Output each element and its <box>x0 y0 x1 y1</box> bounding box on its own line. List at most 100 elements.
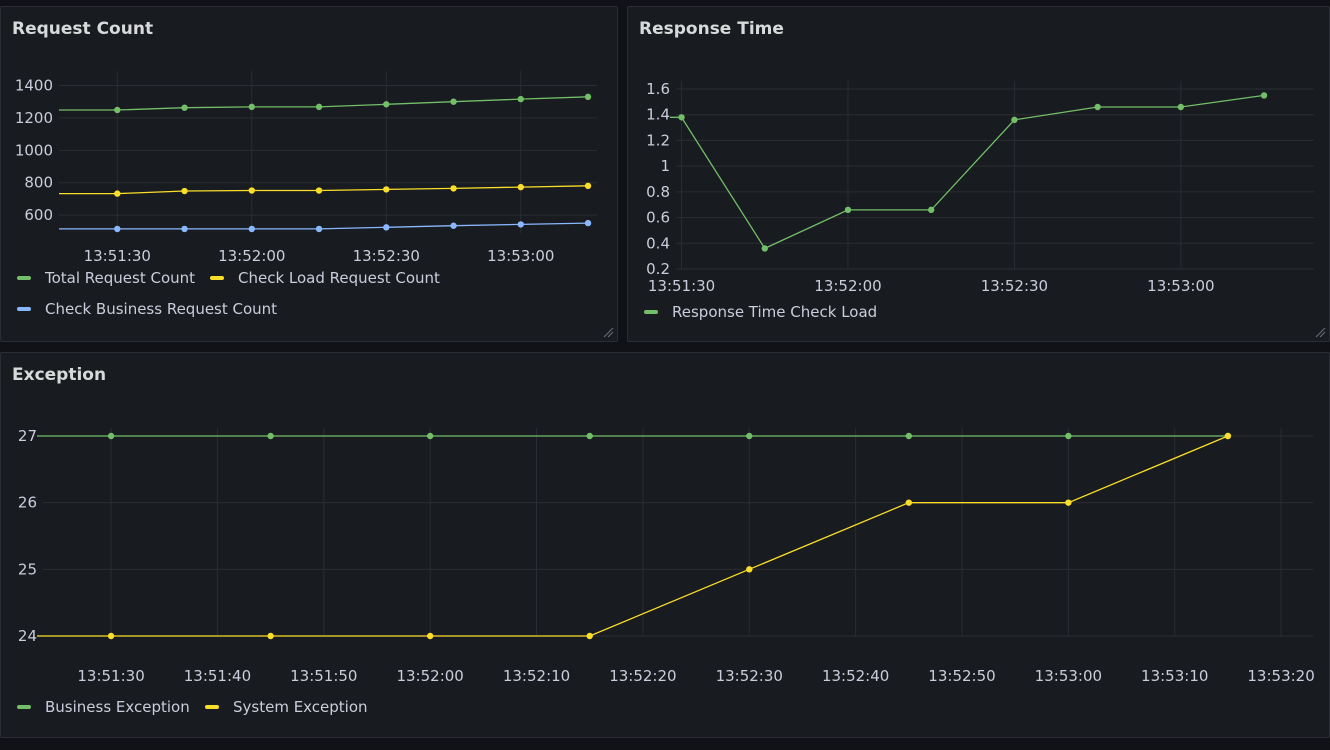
response-time-check-load-series <box>670 92 1268 252</box>
y-tick-label: 0.6 <box>646 209 670 227</box>
response-time-check-load-line <box>670 94 1265 250</box>
y-tick-label: 27 <box>18 427 37 445</box>
panel-title: Response Time <box>639 19 784 39</box>
system-exception-series <box>37 432 1232 640</box>
exception-chart: 24 25 26 27 13:51:30 13:51:40 13:51:50 13:52:00… <box>18 427 1315 685</box>
x-tick-label: 13:52:00 <box>814 277 881 295</box>
legend-label: Response Time Check Load <box>672 303 878 321</box>
total-request-count-point <box>450 98 457 105</box>
response-time-check-load-point <box>761 245 768 252</box>
legend-label: Total Request Count <box>45 269 196 287</box>
response-time-check-load-point <box>1094 103 1101 111</box>
legend-swatch <box>644 310 658 314</box>
system-exception-point <box>426 632 434 640</box>
check-business-request-count-point <box>517 221 524 228</box>
business-exception-point <box>586 432 593 440</box>
request-count-chart: 600 800 1000 1200 1400 13:51:30 13:52:00 13:52:… <box>15 71 597 265</box>
legend-item-response-time-check-load[interactable]: Response Time Check Load <box>644 303 877 321</box>
check-business-request-count-point <box>383 224 390 231</box>
total-request-count-point <box>114 106 121 114</box>
x-tick-label: 13:52:30 <box>716 667 783 685</box>
response-time-chart: 0.2 0.4 0.6 0.8 1 1.2 1.4 1.6 13:51:30 13:52:00 13… <box>646 80 1314 295</box>
response-time-check-load-point <box>1011 116 1018 124</box>
y-tick-label: 24 <box>18 627 37 645</box>
y-tick-label: 1.6 <box>646 80 670 98</box>
total-request-count-point <box>181 104 188 111</box>
check-business-request-count-point <box>181 225 188 233</box>
y-tick-label: 1200 <box>15 109 53 127</box>
y-tick-label: 26 <box>18 494 37 512</box>
y-tick-label: 1.4 <box>646 106 670 124</box>
check-load-request-count-point <box>584 182 592 190</box>
y-tick-label: 1 <box>660 157 670 175</box>
panel-title: Exception <box>12 365 107 385</box>
y-tick-label: 600 <box>24 206 53 224</box>
x-tick-label: 13:52:30 <box>981 277 1048 295</box>
business-exception-series <box>37 432 1232 440</box>
business-exception-point <box>107 432 115 440</box>
x-tick-label: 13:52:20 <box>609 667 676 685</box>
check-load-request-count-point <box>517 183 524 191</box>
check-load-request-count-point <box>315 187 323 194</box>
check-load-request-count-point <box>114 190 121 197</box>
x-tick-label: 13:52:00 <box>396 667 463 685</box>
legend-label: Check Load Request Count <box>238 269 440 287</box>
check-business-request-count-point <box>248 225 255 233</box>
legend-item-check-business-request-count[interactable]: Check Business Request Count <box>17 300 277 318</box>
x-tick-label: 13:52:10 <box>503 667 570 685</box>
legend-label: Check Business Request Count <box>45 300 278 318</box>
system-exception-point <box>1224 432 1232 440</box>
total-request-count-point <box>383 101 390 108</box>
exception-panel: Exception 24 25 26 27 13:51:30 13:51:40 13:51:… <box>0 352 1330 738</box>
legend-item-total-request-count[interactable]: Total Request Count <box>17 269 195 287</box>
legend-item-system-exception[interactable]: System Exception <box>205 698 368 716</box>
x-tick-label: 13:53:10 <box>1141 667 1208 685</box>
check-business-request-count-line <box>59 222 589 230</box>
y-tick-label: 1000 <box>15 141 53 159</box>
grid <box>43 428 1313 637</box>
y-tick-label: 0.8 <box>646 183 670 201</box>
y-tick-label: 800 <box>24 174 53 192</box>
x-tick-label: 13:53:00 <box>1147 277 1214 295</box>
total-request-count-point <box>315 103 323 111</box>
y-tick-label: 0.4 <box>646 234 670 252</box>
legend-swatch <box>17 276 31 280</box>
grid <box>59 71 597 233</box>
system-exception-point <box>1065 499 1072 506</box>
y-tick-label: 0.2 <box>646 260 670 278</box>
legend-swatch <box>17 705 31 709</box>
system-exception-point <box>746 566 753 573</box>
x-tick-label: 13:51:40 <box>184 667 251 685</box>
legend-swatch <box>210 276 224 280</box>
total-request-count-point <box>584 93 592 101</box>
business-exception-point <box>267 432 274 440</box>
panel-title: Request Count <box>12 19 154 39</box>
check-business-request-count-point <box>584 219 592 227</box>
check-business-request-count-point <box>114 225 121 233</box>
x-tick-label: 13:53:20 <box>1247 667 1314 685</box>
response-time-check-load-point <box>928 206 935 214</box>
resize-handle-icon[interactable] <box>603 327 614 338</box>
business-exception-point <box>746 432 753 440</box>
check-load-request-count-line <box>59 185 589 195</box>
response-time-check-load-point <box>1177 103 1185 111</box>
x-tick-label: 13:52:00 <box>218 247 285 265</box>
x-tick-label: 13:52:30 <box>353 247 420 265</box>
x-tick-label: 13:51:30 <box>77 667 144 685</box>
legend-swatch <box>205 705 219 709</box>
check-business-request-count-series <box>59 219 592 233</box>
legend-item-business-exception[interactable]: Business Exception <box>17 698 190 716</box>
business-exception-point <box>1065 432 1072 440</box>
x-tick-label: 13:53:00 <box>1035 667 1102 685</box>
y-tick-label: 1400 <box>15 76 53 94</box>
total-request-count-series <box>59 93 592 114</box>
check-business-request-count-point <box>450 222 457 229</box>
system-exception-point <box>267 632 274 640</box>
resize-handle-icon[interactable] <box>1315 327 1326 338</box>
legend-item-check-load-request-count[interactable]: Check Load Request Count <box>210 269 440 287</box>
system-exception-point <box>586 632 593 640</box>
check-load-request-count-point <box>450 185 457 192</box>
response-time-panel: Response Time 0.2 0.4 0.6 0.8 1 1.2 1.4 1.6 13:5… <box>627 6 1330 342</box>
x-tick-label: 13:53:00 <box>487 247 554 265</box>
check-load-request-count-series <box>59 182 592 197</box>
